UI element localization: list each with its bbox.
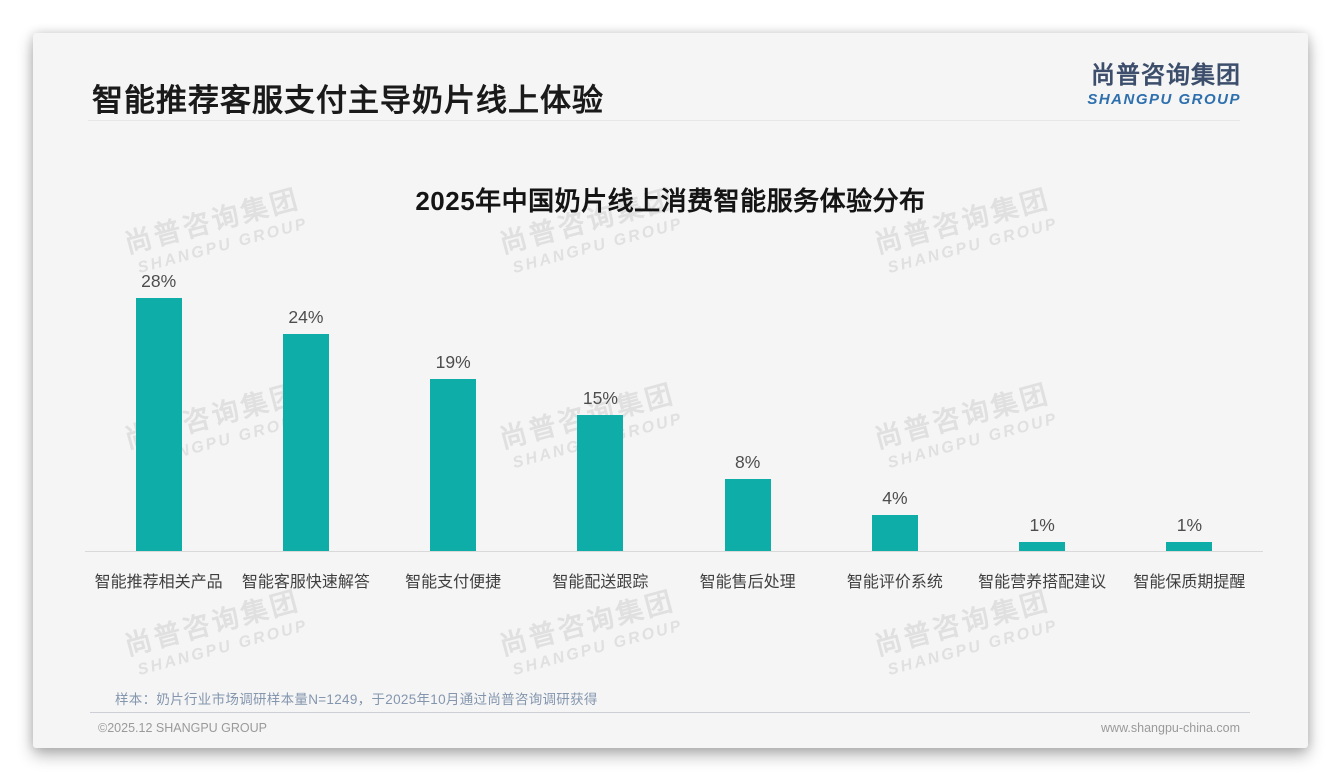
bar-value-label: 24% [288, 307, 324, 327]
category-label: 智能客服快速解答 [241, 574, 370, 591]
slide-card: 尚普咨询集团 SHANGPU GROUP 尚普咨询集团 SHANGPU GROUP 尚普… [33, 33, 1308, 748]
category-label: 智能保质期提醒 [1133, 574, 1246, 591]
bar-value-label: 1% [1176, 515, 1203, 535]
bar [1166, 542, 1213, 551]
bar-chart: 28% 24% 19% 15% 8% 4% 1% 1% 智能推荐相关产品 智能客服快速解答 智能支… [85, 263, 1263, 592]
bar [135, 298, 182, 551]
bar-column: 8% [674, 263, 821, 551]
footer-row: ©2025.12 SHANGPU GROUP www.shangpu-china… [33, 721, 1308, 735]
x-axis-line [85, 551, 1263, 552]
bar [282, 334, 329, 551]
brand-logo: 尚普咨询集团 SHANGPU GROUP [1087, 55, 1241, 108]
page-title: 智能推荐客服支付主导奶片线上体验 [92, 83, 604, 118]
category-label: 智能推荐相关产品 [94, 574, 223, 591]
bar-column: 24% [232, 263, 379, 551]
title-divider [88, 120, 1240, 121]
watermark-english: SHANGPU GROUP [510, 617, 685, 679]
category-label: 智能配送跟踪 [552, 574, 649, 591]
bar [430, 379, 477, 551]
brand-logo-chinese: 尚普咨询集团 [1091, 62, 1241, 89]
copyright-text: ©2025.12 SHANGPU GROUP [98, 721, 267, 735]
bar [871, 515, 918, 551]
category-label: 智能支付便捷 [405, 574, 502, 591]
category-label: 智能评价系统 [846, 574, 943, 591]
bar [724, 479, 771, 551]
bar-value-label: 15% [582, 388, 618, 408]
footer-divider [90, 712, 1250, 713]
category-label: 智能售后处理 [699, 574, 796, 591]
bar-value-label: 28% [141, 271, 177, 291]
sample-note: 样本：奶片行业市场调研样本量N=1249，于2025年10月通过尚普咨询调研获得 [115, 692, 598, 707]
bar-column: 4% [821, 263, 968, 551]
chart-title: 2025年中国奶片线上消费智能服务体验分布 [415, 186, 926, 216]
watermark-english: SHANGPU GROUP [135, 617, 310, 679]
bars-row: 28% 24% 19% 15% 8% 4% 1% 1% [85, 263, 1263, 551]
bar-value-label: 19% [435, 352, 471, 372]
bar [1019, 542, 1066, 551]
website-text: www.shangpu-china.com [1101, 721, 1240, 735]
bar-value-label: 4% [882, 488, 908, 508]
category-label: 智能营养搭配建议 [978, 574, 1107, 591]
bar-column: 28% [85, 263, 232, 551]
bar-value-label: 1% [1029, 515, 1055, 535]
brand-logo-english: SHANGPU GROUP [1087, 91, 1241, 108]
watermark-english: SHANGPU GROUP [885, 617, 1060, 679]
category-labels-row: 智能推荐相关产品 智能客服快速解答 智能支付便捷 智能配送跟踪 智能售后处理 智能评价系统… [85, 552, 1263, 592]
bar [577, 415, 624, 551]
bar-column: 19% [380, 263, 527, 551]
bar-value-label: 8% [734, 452, 761, 472]
bar-column: 15% [527, 263, 674, 551]
bar-column: 1% [969, 263, 1116, 551]
bar-column: 1% [1116, 263, 1263, 551]
